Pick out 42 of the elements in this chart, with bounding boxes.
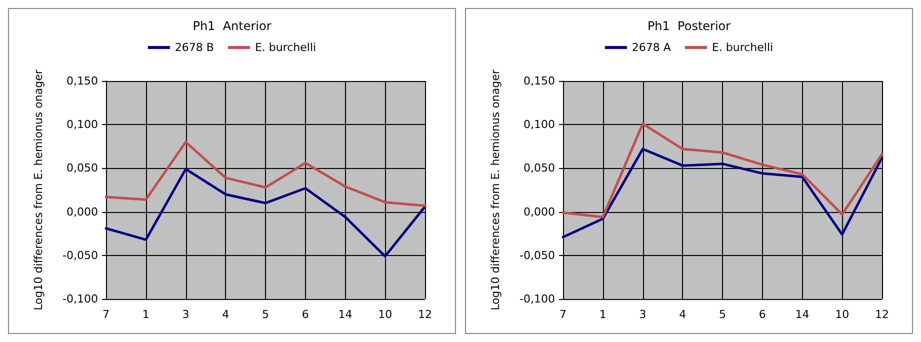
y-tick-label: 0,050 [66,162,98,175]
line-series [104,140,426,207]
x-tick-label: 10 [835,308,850,321]
x-tick-label: 6 [758,308,766,321]
y-axis-title: Log10 differences from E. hemionus onager [489,69,502,310]
x-tick-label: 4 [222,308,230,321]
x-tick-label: 14 [795,308,810,321]
legend-label: 2678 B [174,41,214,54]
y-tick-label: -0,100 [520,292,555,306]
y-tick-label: 0,100 [66,118,98,132]
chart-title: Ph1 Anterior [192,19,272,33]
x-tick-label: 14 [338,308,352,321]
legend-label: 2678 A [632,41,672,54]
x-tick-label: 5 [262,308,269,321]
line-series [562,148,884,238]
line-series [562,122,884,218]
y-tick-label: 0,100 [524,118,555,132]
x-tick-label: 4 [679,308,686,321]
legend-label: E. burchelli [254,41,316,54]
x-tick-label: 7 [102,308,110,321]
y-tick-label: -0,050 [520,248,555,262]
x-tick-label: 7 [560,308,566,321]
y-tick-label: -0,100 [62,292,98,306]
x-tick-label: 12 [875,308,889,321]
x-tick-label: 3 [182,308,190,321]
x-tick-label: 5 [719,308,726,321]
x-tick-label: 3 [639,308,646,321]
y-tick-label: -0,050 [62,248,98,262]
y-tick-label: 0,000 [524,205,555,218]
line-series [104,168,426,258]
x-tick-label: 12 [418,308,432,321]
x-tick-label: 10 [378,308,392,321]
y-axis-title: Log10 differences from E. hemionus onager [32,69,45,310]
x-tick-label: 1 [142,308,150,321]
y-tick-label: 0,150 [66,74,98,88]
chart-title: Ph1 Posterior [647,19,731,33]
legend-label: E. burchelli [712,41,774,54]
y-tick-label: 0,150 [524,74,555,88]
y-tick-label: 0,050 [524,162,555,175]
x-tick-label: 1 [599,308,606,321]
x-tick-label: 6 [302,308,309,321]
y-tick-label: 0,000 [66,205,98,218]
